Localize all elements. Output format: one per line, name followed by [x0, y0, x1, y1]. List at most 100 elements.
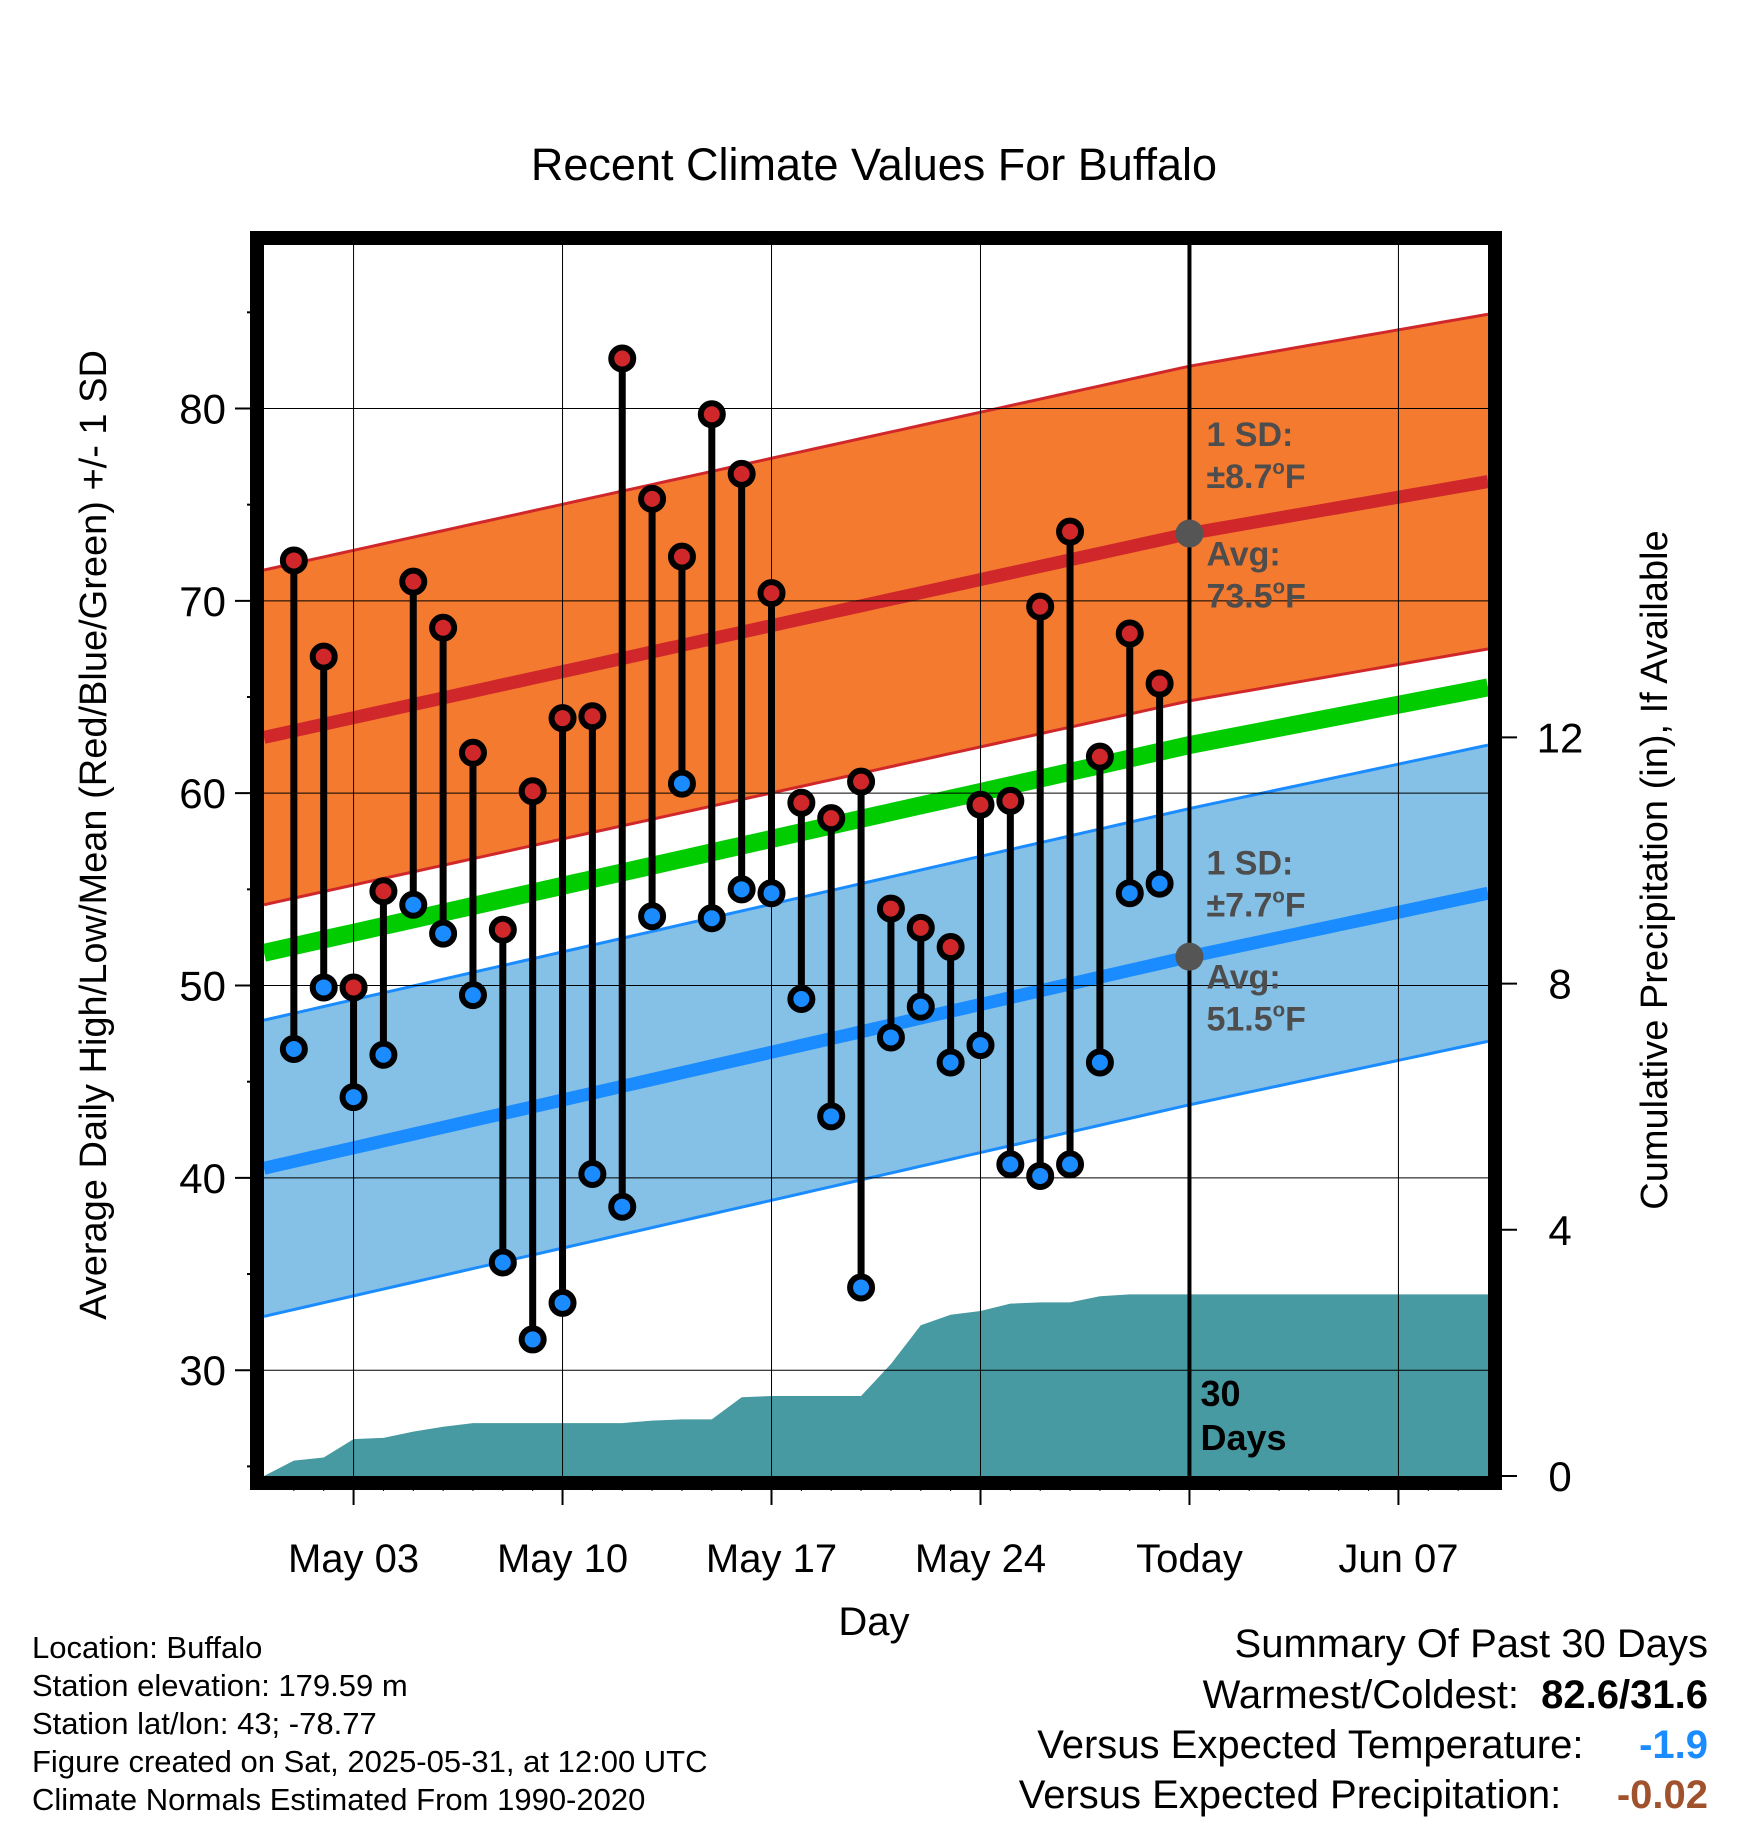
low-temp-point	[399, 890, 428, 919]
y2-tick-label: 12	[1537, 714, 1584, 761]
low-temp-point	[787, 984, 816, 1013]
low-band-lower-edge	[264, 1039, 1488, 1318]
high-temp-point	[608, 344, 637, 373]
precip-area	[264, 1294, 1488, 1476]
high-temp-point	[697, 400, 726, 429]
y2-axis-label: Cumulative Precipitation (in), If Availa…	[1634, 530, 1676, 1209]
high-temp-point	[667, 542, 696, 571]
low-temp-point	[1056, 1150, 1085, 1179]
low-temp-point	[667, 769, 696, 798]
low-temp-point	[876, 1023, 905, 1052]
warm-cold-label: Warmest/Coldest:	[1202, 1673, 1519, 1717]
low-temp-point	[339, 1083, 368, 1112]
high-band	[264, 314, 1488, 905]
normals-text: Climate Normals Estimated From 1990-2020	[32, 1782, 646, 1817]
low-temp-point	[638, 902, 667, 931]
x-axis-label: Day	[838, 1600, 909, 1644]
y-axis-label: Average Daily High/Low/Mean (Red/Blue/Gr…	[73, 350, 115, 1320]
high-avg-label: Avg:	[1206, 536, 1280, 574]
x-tick-label: Jun 07	[1338, 1537, 1458, 1581]
y-tick-label: 40	[179, 1155, 226, 1202]
low-temp-point	[996, 1150, 1025, 1179]
latlon-text: Station lat/lon: 43; -78.77	[32, 1706, 377, 1741]
summary-precip: Versus Expected Precipitation: -0.02	[1019, 1773, 1708, 1818]
high-temp-point	[279, 546, 308, 575]
high-temp-point	[458, 738, 487, 767]
low-temp-point	[1085, 1048, 1114, 1077]
summary-heading: Summary Of Past 30 Days	[1234, 1622, 1708, 1666]
low-temp-point	[548, 1288, 577, 1317]
high-avg-today-marker	[1175, 519, 1204, 548]
high-temp-point	[1085, 742, 1114, 771]
low-temp-point	[578, 1160, 607, 1189]
high-temp-point	[399, 567, 428, 596]
high-normal-line	[264, 475, 1488, 744]
low-temp-point	[936, 1048, 965, 1077]
low-normal-line	[264, 886, 1488, 1175]
low-temp-point	[488, 1248, 517, 1277]
y-tick-label: 50	[179, 963, 226, 1010]
warm-cold-value: 82.6/31.6	[1541, 1673, 1708, 1717]
low-temp-point	[727, 875, 756, 904]
days-number: 30	[1200, 1373, 1240, 1414]
y-tick-label: 80	[179, 385, 226, 432]
low-temp-point	[1115, 879, 1144, 908]
high-temp-point	[876, 894, 905, 923]
high-temp-point	[817, 804, 846, 833]
summary-temp: Versus Expected Temperature: -1.9	[1037, 1723, 1708, 1768]
low-temp-point	[966, 1031, 995, 1060]
x-tick-label: May 10	[497, 1537, 628, 1581]
high-temp-point	[488, 915, 517, 944]
location-text: Location: Buffalo	[32, 1630, 263, 1665]
high-temp-point	[1115, 619, 1144, 648]
y-tick-label: 60	[179, 770, 226, 817]
high-temp-point	[727, 459, 756, 488]
high-temp-point	[518, 777, 547, 806]
elevation-text: Station elevation: 179.59 m	[32, 1668, 408, 1703]
low-avg-value: 51.5oF	[1206, 1000, 1305, 1039]
high-temp-point	[847, 767, 876, 796]
low-temp-point	[817, 1102, 846, 1131]
summary-warm-cold: Warmest/Coldest: 82.6/31.6	[1203, 1673, 1708, 1718]
high-sd-value: ±8.7oF	[1206, 457, 1305, 496]
high-temp-point	[578, 702, 607, 731]
y2-tick-label: 8	[1548, 961, 1571, 1008]
low-temp-point	[518, 1325, 547, 1354]
low-temp-point	[1026, 1161, 1055, 1190]
low-temp-point	[608, 1192, 637, 1221]
high-band-lower-edge	[264, 647, 1488, 907]
high-temp-point	[369, 877, 398, 906]
low-temp-point	[458, 981, 487, 1010]
high-temp-point	[996, 786, 1025, 815]
low-temp-point	[309, 973, 338, 1002]
created-text: Figure created on Sat, 2025-05-31, at 12…	[32, 1744, 708, 1779]
temp-label: Versus Expected Temperature:	[1037, 1723, 1584, 1767]
x-tick-label: May 17	[706, 1537, 837, 1581]
high-temp-point	[787, 788, 816, 817]
y-tick-label: 30	[179, 1347, 226, 1394]
low-temp-point	[279, 1034, 308, 1063]
precip-departure-value: -0.02	[1616, 1773, 1708, 1817]
low-temp-point	[429, 919, 458, 948]
days-word: Days	[1200, 1417, 1286, 1458]
low-avg-today-marker	[1175, 942, 1204, 971]
high-temp-point	[1026, 592, 1055, 621]
low-sd-value: ±7.7oF	[1206, 886, 1305, 925]
low-temp-point	[847, 1273, 876, 1302]
precip-label: Versus Expected Precipitation:	[1018, 1773, 1562, 1817]
high-temp-point	[429, 613, 458, 642]
chart-title: Recent Climate Values For Buffalo	[531, 139, 1217, 190]
x-tick-label: Today	[1136, 1537, 1243, 1581]
temp-departure-value: -1.9	[1639, 1723, 1708, 1767]
y-tick-label: 70	[179, 578, 226, 625]
high-temp-point	[1145, 669, 1174, 698]
high-temp-point	[936, 933, 965, 962]
x-tick-label: May 24	[915, 1537, 1046, 1581]
plot-frame	[250, 231, 1502, 1490]
high-temp-point	[548, 704, 577, 733]
high-sd-label: 1 SD:	[1206, 416, 1293, 454]
y2-tick-label: 4	[1548, 1207, 1571, 1254]
